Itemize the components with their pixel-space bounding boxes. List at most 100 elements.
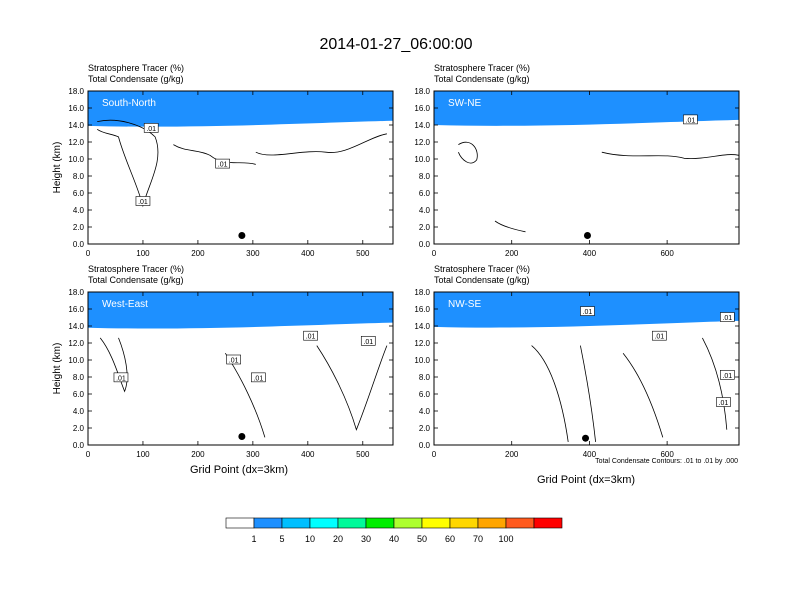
colorbar-label: 1 xyxy=(251,534,256,544)
colorbar-swatch xyxy=(533,517,563,529)
colorbar-swatch xyxy=(393,517,423,529)
colorbar-swatch xyxy=(309,517,339,529)
y-tick-label: 12.0 xyxy=(414,339,430,348)
y-tick-label: 8.0 xyxy=(73,373,85,382)
contour-label-box xyxy=(360,335,376,346)
colorbar-label: 5 xyxy=(279,534,284,544)
contour-label: .01 xyxy=(722,315,732,322)
y-tick-label: 10.0 xyxy=(68,356,84,365)
panel-subtitle-condensate: Total Condensate (g/kg) xyxy=(434,74,530,84)
y-tick-label: 16.0 xyxy=(414,305,430,314)
y-tick-label: 16.0 xyxy=(68,104,84,113)
x-tick-label: 600 xyxy=(660,249,674,258)
x-axis-label-left: Grid Point (dx=3km) xyxy=(190,464,288,476)
contour-label-box xyxy=(226,354,241,365)
condensate-contour xyxy=(494,220,526,233)
colorbar-swatch xyxy=(505,517,535,529)
panel-subtitle-tracer: Stratosphere Tracer (%) xyxy=(434,63,530,73)
panels: Stratosphere Tracer (%)Total Condensate … xyxy=(52,63,740,459)
y-tick-label: 10.0 xyxy=(414,356,430,365)
colorbar-label: 30 xyxy=(361,534,371,544)
y-tick-label: 2.0 xyxy=(73,223,85,232)
colorbar-swatch xyxy=(281,517,311,529)
condensate-contour xyxy=(255,133,387,156)
y-tick-label: 10.0 xyxy=(68,155,84,164)
x-tick-label: 200 xyxy=(505,249,519,258)
colorbar-label: 40 xyxy=(389,534,399,544)
y-tick-label: 12.0 xyxy=(414,138,430,147)
y-tick-label: 0.0 xyxy=(73,240,85,249)
contour-label-box xyxy=(716,397,731,407)
y-tick-label: 14.0 xyxy=(68,121,84,130)
tracer-level-1 xyxy=(434,91,739,126)
colorbar-label: 100 xyxy=(498,534,513,544)
contour-label: .01 xyxy=(253,375,263,382)
colorbar-label: 60 xyxy=(445,534,455,544)
y-tick-label: 6.0 xyxy=(419,390,431,399)
x-tick-label: 200 xyxy=(191,450,205,459)
y-tick-label: 2.0 xyxy=(419,223,431,232)
condensate-contour xyxy=(580,345,596,442)
colorbar-swatch xyxy=(477,517,507,529)
x-tick-label: 0 xyxy=(86,450,91,459)
y-tick-label: 4.0 xyxy=(419,206,431,215)
condensate-contour xyxy=(458,141,478,164)
tracer-level-1 xyxy=(88,292,393,329)
panel-subtitle-condensate: Total Condensate (g/kg) xyxy=(88,275,184,285)
y-tick-label: 6.0 xyxy=(419,189,431,198)
y-tick-label: 18.0 xyxy=(414,288,430,297)
contour-label: .01 xyxy=(218,162,228,169)
location-marker xyxy=(238,232,246,239)
contour-label-box xyxy=(580,306,595,316)
panel-subtitle-tracer: Stratosphere Tracer (%) xyxy=(434,264,530,274)
y-tick-label: 16.0 xyxy=(68,305,84,314)
panel-subtitle-condensate: Total Condensate (g/kg) xyxy=(434,275,530,285)
colorbar-swatch xyxy=(449,517,479,529)
y-tick-label: 0.0 xyxy=(73,441,85,450)
contour-label-box xyxy=(720,369,735,380)
x-tick-label: 200 xyxy=(191,249,205,258)
panel-subtitle-tracer: Stratosphere Tracer (%) xyxy=(88,264,184,274)
colorbar-label: 50 xyxy=(417,534,427,544)
x-tick-label: 400 xyxy=(583,450,597,459)
colorbar-swatch xyxy=(365,517,395,529)
y-tick-label: 8.0 xyxy=(419,373,431,382)
condensate-contour xyxy=(622,352,664,438)
y-tick-label: 8.0 xyxy=(73,172,85,181)
condensate-contour xyxy=(531,345,569,442)
y-axis-label: Height (km) xyxy=(52,343,63,395)
x-tick-label: 0 xyxy=(432,249,437,258)
contour-label: .01 xyxy=(686,117,696,124)
location-marker xyxy=(238,433,246,440)
condensate-contour xyxy=(173,144,256,165)
contour-label-box xyxy=(143,123,159,133)
y-tick-label: 0.0 xyxy=(419,441,431,450)
panel-0: Stratosphere Tracer (%)Total Condensate … xyxy=(52,63,394,258)
y-tick-label: 2.0 xyxy=(73,424,85,433)
tracer-fill xyxy=(88,292,393,445)
panel-3: Stratosphere Tracer (%)Total Condensate … xyxy=(414,264,740,459)
contour-label: .01 xyxy=(116,375,126,382)
colorbar-swatch xyxy=(253,517,283,529)
y-tick-label: 6.0 xyxy=(73,189,85,198)
contour-label: .01 xyxy=(654,334,664,341)
condensate-contour xyxy=(601,151,739,159)
contour-label-box xyxy=(683,114,698,125)
x-tick-label: 300 xyxy=(246,450,260,459)
contour-label: .01 xyxy=(229,358,239,365)
x-tick-label: 600 xyxy=(660,450,674,459)
y-tick-label: 8.0 xyxy=(419,172,431,181)
colorbar-swatch xyxy=(225,517,255,529)
contour-label: .01 xyxy=(583,309,593,316)
plot-frame xyxy=(87,90,394,245)
x-tick-label: 400 xyxy=(301,450,315,459)
x-axis-label-right: Grid Point (dx=3km) xyxy=(537,474,635,486)
contour-note: Total Condensate Contours: .01 to .01 by… xyxy=(595,458,738,465)
y-tick-label: 4.0 xyxy=(73,407,85,416)
colorbar: 1 5 10 20 30 40 50 60 70 100 xyxy=(225,517,563,544)
y-tick-label: 18.0 xyxy=(414,87,430,96)
colorbar-label: 70 xyxy=(473,534,483,544)
y-tick-label: 0.0 xyxy=(419,240,431,249)
y-tick-label: 18.0 xyxy=(68,87,84,96)
y-tick-label: 10.0 xyxy=(414,155,430,164)
